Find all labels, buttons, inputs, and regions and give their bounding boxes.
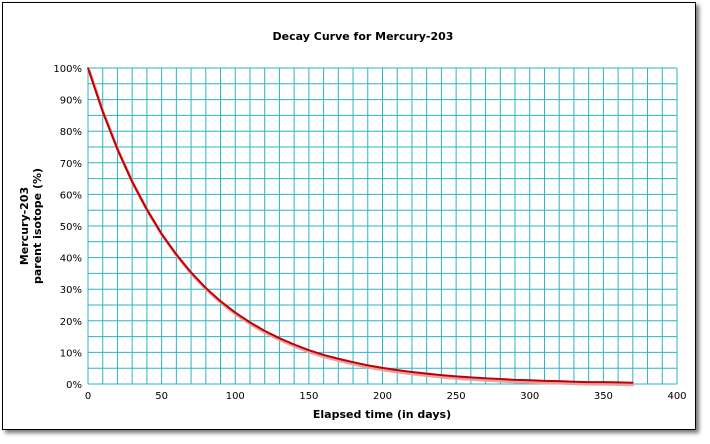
data-point <box>308 349 310 351</box>
x-tick-label: 200 <box>373 391 392 402</box>
data-point <box>263 330 266 332</box>
y-tick-label: 100% <box>53 64 82 75</box>
data-point <box>411 371 413 373</box>
data-point <box>381 367 384 369</box>
data-point <box>160 233 163 235</box>
data-point <box>87 67 89 69</box>
data-point <box>278 337 281 339</box>
data-point <box>293 343 295 346</box>
y-tick-label: 10% <box>60 348 82 359</box>
x-axis-ticks: 0 50 100 150 200 250 300 350 400 <box>85 391 687 402</box>
data-point <box>234 311 237 314</box>
x-tick-label: 150 <box>299 391 318 402</box>
data-point <box>470 376 472 379</box>
data-point <box>587 381 590 383</box>
data-point <box>440 374 443 376</box>
x-tick-label: 0 <box>85 391 91 402</box>
y-tick-label: 70% <box>60 159 82 170</box>
data-point <box>543 380 546 382</box>
data-point <box>484 377 487 380</box>
data-point <box>116 148 119 151</box>
data-point <box>366 364 369 367</box>
y-axis-ticks: 0% 10% 20% 30% 40% 50% 60% 70% 80% 90% 100% <box>53 64 82 391</box>
grid <box>87 67 678 385</box>
y-tick-label: 40% <box>60 254 82 265</box>
data-point <box>146 208 148 211</box>
data-point <box>131 180 133 183</box>
data-point <box>573 380 575 383</box>
chart-title: Decay Curve for Mercury-203 <box>273 30 454 43</box>
x-tick-label: 350 <box>594 391 613 402</box>
series-layer <box>87 67 634 387</box>
series-line <box>87 67 633 384</box>
data-point <box>249 321 251 324</box>
data-point <box>205 287 207 289</box>
data-point <box>425 372 428 375</box>
x-tick-label: 300 <box>520 391 539 402</box>
x-tick-label: 400 <box>667 391 686 402</box>
data-point <box>602 381 605 383</box>
data-point <box>337 357 340 360</box>
data-point <box>514 379 516 381</box>
data-point <box>455 375 457 378</box>
data-point <box>617 381 619 384</box>
x-tick-label: 250 <box>447 391 466 402</box>
data-point <box>101 110 104 113</box>
y-tick-label: 60% <box>60 190 82 201</box>
data-point <box>558 380 560 382</box>
data-point <box>219 300 222 303</box>
data-point <box>322 354 325 356</box>
y-tick-label: 30% <box>60 285 82 296</box>
y-tick-label: 20% <box>60 317 82 328</box>
y-tick-label: 90% <box>60 96 82 107</box>
data-point <box>352 361 354 363</box>
data-point <box>632 381 634 384</box>
y-axis-label: Mercury-203 parent isotope (%) <box>18 168 44 284</box>
y-tick-label: 0% <box>66 380 82 391</box>
y-axis-label-line-1: Mercury-203 <box>18 187 31 265</box>
data-point <box>499 378 502 380</box>
data-point <box>190 271 192 274</box>
data-point <box>175 253 178 256</box>
y-tick-label: 80% <box>60 127 82 138</box>
data-point <box>528 379 531 382</box>
y-axis-label-line-2: parent isotope (%) <box>31 168 44 284</box>
x-tick-label: 100 <box>226 391 245 402</box>
y-tick-label: 50% <box>60 222 82 233</box>
series-line-shadow <box>87 69 634 387</box>
data-point <box>396 369 399 371</box>
x-tick-label: 50 <box>155 391 168 402</box>
x-axis-label: Elapsed time (in days) <box>313 408 451 421</box>
